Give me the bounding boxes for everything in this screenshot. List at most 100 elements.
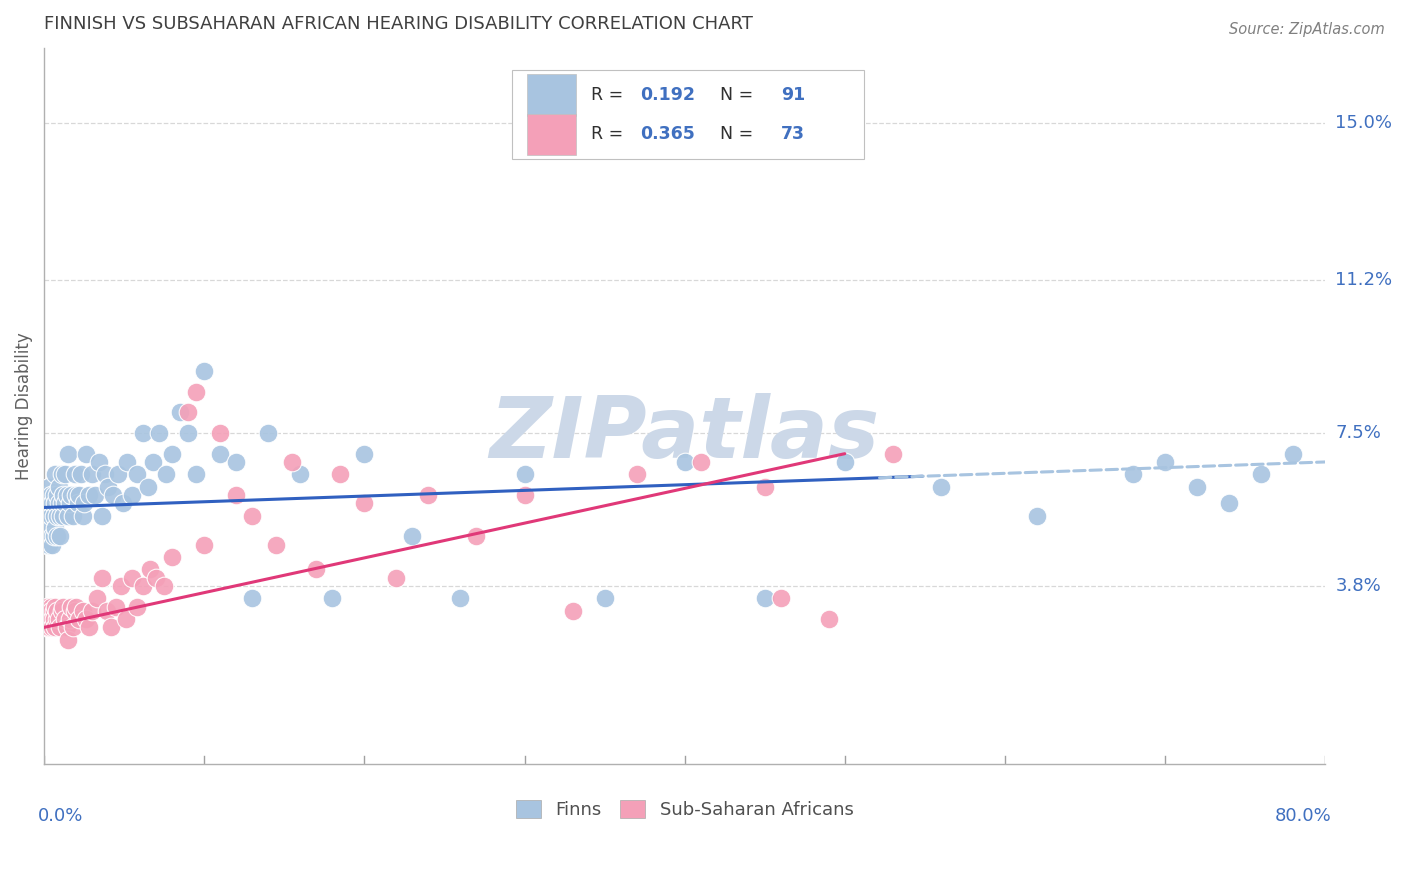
Point <box>77 488 100 502</box>
FancyBboxPatch shape <box>512 70 863 160</box>
Point <box>66 496 89 510</box>
Point <box>51 604 73 618</box>
FancyBboxPatch shape <box>527 113 575 155</box>
Point <box>882 447 904 461</box>
Point <box>35 604 58 618</box>
Point <box>169 405 191 419</box>
Point <box>132 425 155 440</box>
Point <box>72 604 94 618</box>
Point <box>401 529 423 543</box>
Point <box>155 467 177 482</box>
Point <box>90 571 112 585</box>
Point <box>465 529 488 543</box>
Point <box>626 467 648 482</box>
Point <box>75 612 97 626</box>
Point <box>257 425 280 440</box>
Point <box>37 599 59 614</box>
Point <box>136 480 159 494</box>
Point <box>42 612 65 626</box>
Point <box>35 612 58 626</box>
Point <box>41 612 63 626</box>
Point <box>513 467 536 482</box>
Point <box>769 591 792 606</box>
Point <box>37 620 59 634</box>
Point <box>561 604 583 618</box>
Point <box>321 591 343 606</box>
Point <box>56 447 79 461</box>
Point <box>111 496 134 510</box>
Point <box>37 488 59 502</box>
Point <box>1122 467 1144 482</box>
Point <box>82 604 104 618</box>
Point <box>45 488 67 502</box>
Point <box>37 604 59 618</box>
Point <box>39 604 62 618</box>
Point <box>240 508 263 523</box>
Point <box>51 496 73 510</box>
Point <box>35 508 58 523</box>
Point <box>44 620 66 634</box>
Point <box>593 591 616 606</box>
Point <box>48 480 70 494</box>
Point <box>42 604 65 618</box>
Point <box>82 467 104 482</box>
Point <box>107 467 129 482</box>
Point <box>101 488 124 502</box>
Point <box>38 604 60 618</box>
Point <box>418 488 440 502</box>
Point <box>193 538 215 552</box>
Point <box>45 529 67 543</box>
Point <box>817 612 839 626</box>
Point <box>59 612 82 626</box>
FancyBboxPatch shape <box>527 74 575 116</box>
Point <box>329 467 352 482</box>
Point <box>929 480 952 494</box>
Point <box>513 488 536 502</box>
Point <box>73 496 96 510</box>
Point <box>65 599 87 614</box>
Point <box>1025 508 1047 523</box>
Point <box>142 455 165 469</box>
Point <box>48 496 70 510</box>
Text: 0.365: 0.365 <box>640 125 695 144</box>
Point <box>55 488 77 502</box>
Point <box>44 467 66 482</box>
Point <box>114 612 136 626</box>
Point <box>385 571 408 585</box>
Point <box>44 521 66 535</box>
Point <box>449 591 471 606</box>
Point <box>353 496 375 510</box>
Point <box>60 599 83 614</box>
Point <box>53 496 76 510</box>
Text: R =: R = <box>591 125 628 144</box>
Point <box>45 508 67 523</box>
Point <box>42 508 65 523</box>
Point <box>209 447 232 461</box>
Point <box>41 496 63 510</box>
Legend: Finns, Sub-Saharan Africans: Finns, Sub-Saharan Africans <box>509 793 860 826</box>
Point <box>63 467 86 482</box>
Point <box>689 455 711 469</box>
Point <box>53 612 76 626</box>
Point <box>148 425 170 440</box>
Point <box>55 620 77 634</box>
Point <box>75 447 97 461</box>
Point <box>70 467 93 482</box>
Text: 3.8%: 3.8% <box>1336 577 1381 595</box>
Point <box>60 488 83 502</box>
Text: R =: R = <box>591 86 628 104</box>
Point <box>42 488 65 502</box>
Point <box>65 488 87 502</box>
Point <box>225 455 247 469</box>
Text: 80.0%: 80.0% <box>1275 806 1331 825</box>
Point <box>39 508 62 523</box>
Text: N =: N = <box>709 125 759 144</box>
Point <box>59 496 82 510</box>
Point <box>100 620 122 634</box>
Point <box>38 508 60 523</box>
Point <box>67 488 90 502</box>
Point <box>240 591 263 606</box>
Point <box>39 612 62 626</box>
Point <box>117 455 139 469</box>
Text: 11.2%: 11.2% <box>1336 271 1392 289</box>
